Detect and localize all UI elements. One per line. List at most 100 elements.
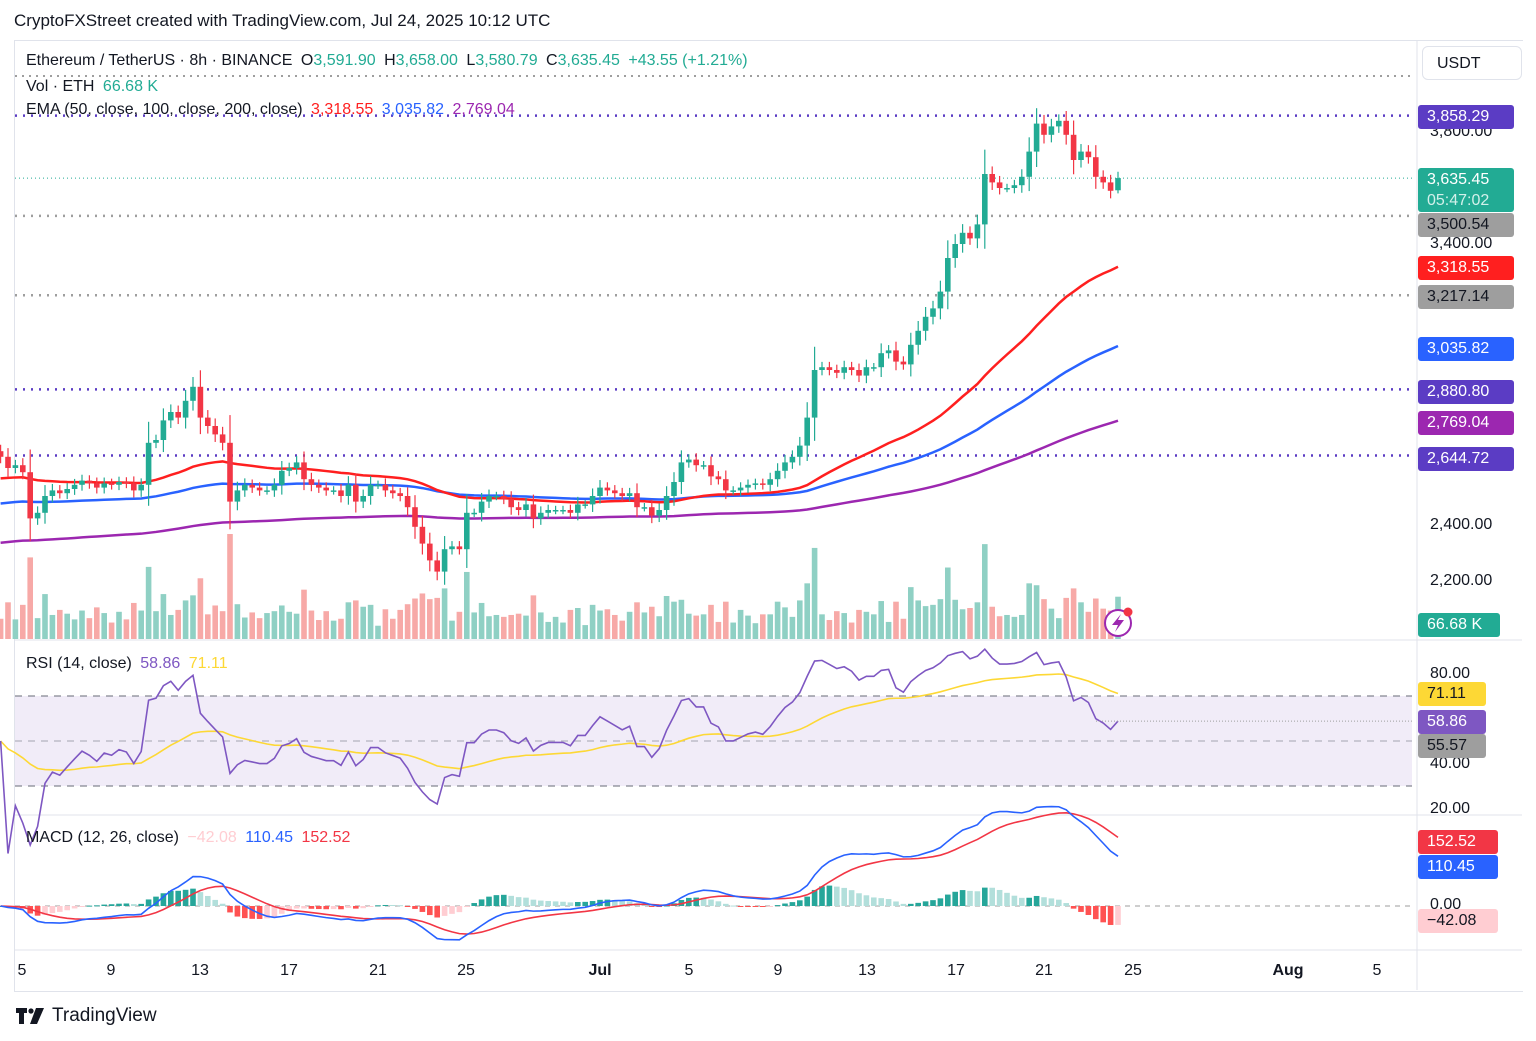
macd-histogram-bar <box>382 904 389 906</box>
volume-bar <box>937 599 944 639</box>
macd-histogram-bar <box>760 906 766 907</box>
tradingview-logo[interactable]: TradingView <box>16 1005 157 1027</box>
volume-bar <box>353 600 359 639</box>
macd-histogram-bar <box>412 906 418 909</box>
candle-body <box>1048 126 1055 135</box>
candle-body <box>767 479 773 485</box>
ema200-line <box>0 419 1119 544</box>
macd-histogram-bar <box>989 887 995 906</box>
volume-bar <box>582 625 588 639</box>
macd-label[interactable]: MACD (12, 26, close) <box>26 829 179 846</box>
macd-histogram-bar <box>478 899 485 906</box>
volume-bar <box>382 609 389 639</box>
macd-histogram-bar <box>101 904 107 906</box>
macd-histogram-bar <box>234 906 241 917</box>
candle-body <box>826 367 833 370</box>
rsi-label[interactable]: RSI (14, close) <box>26 655 132 672</box>
macd-histogram-bar <box>575 901 581 906</box>
macd-histogram-bar <box>508 895 514 906</box>
last-price-badge: 3,635.45 05:47:02 <box>1418 168 1514 212</box>
volume-bar <box>42 594 48 639</box>
ema200-badge: 2,769.04 <box>1418 411 1514 435</box>
legend-symbol[interactable]: Ethereum / TetherUS · 8h · BINANCE <box>26 52 293 69</box>
candle-body <box>501 496 507 499</box>
volume-bar <box>190 595 196 639</box>
candle-body <box>545 510 551 513</box>
macd-histogram-bar <box>715 901 722 906</box>
time-tick: 25 <box>1124 962 1142 979</box>
candle-body <box>952 244 958 258</box>
rsi-ma-value: 71.11 <box>188 655 228 672</box>
macd-histogram-bar <box>1033 895 1040 906</box>
macd-histogram-bar <box>441 906 448 916</box>
macd-histogram-bar <box>242 906 248 919</box>
legend-low: L3,580.79 <box>466 52 538 69</box>
volume-bar <box>227 534 233 639</box>
volume-bar <box>1100 608 1106 639</box>
candle-body <box>27 472 33 519</box>
price-tick: 3,400.00 <box>1430 235 1493 252</box>
candle-body <box>234 490 241 502</box>
macd-histogram-bar <box>397 905 403 907</box>
volume-bar <box>293 613 300 639</box>
candle-body <box>989 174 995 183</box>
volume-bar <box>952 599 958 639</box>
ema100-badge: 3,035.82 <box>1418 337 1514 361</box>
macd-histogram-bar <box>619 900 625 906</box>
macd-histogram-bar <box>700 897 707 906</box>
candle-body <box>634 493 640 508</box>
time-tick: 5 <box>17 962 27 979</box>
volume-bar <box>219 611 226 639</box>
level-badge-2644: 2,644.72 <box>1418 447 1514 471</box>
volume-bar <box>367 604 374 639</box>
candle-body <box>834 370 840 373</box>
macd-histogram-bar <box>752 906 759 907</box>
legend-open: O3,591.90 <box>300 52 376 69</box>
macd-histogram-bar <box>1107 906 1114 925</box>
candle-body <box>34 512 41 519</box>
macd-histogram-bar <box>486 896 492 906</box>
macd-histogram-bar <box>367 906 374 907</box>
macd-histogram-bar <box>982 887 988 906</box>
volume-bar <box>108 622 115 639</box>
legend-high: H3,658.00 <box>384 52 458 69</box>
candle-body <box>1100 176 1106 183</box>
candle-body <box>841 367 847 373</box>
candle-body <box>456 546 463 550</box>
candle-body <box>86 480 93 484</box>
volume-label[interactable]: Vol · ETH <box>26 78 95 95</box>
ema-label[interactable]: EMA (50, close, 100, close, 200, close) <box>26 101 303 118</box>
candle-body <box>760 483 766 485</box>
macd-histogram-bar <box>1048 898 1055 906</box>
candle-body <box>316 484 322 488</box>
candle-body <box>271 484 278 491</box>
candle-body <box>471 512 477 515</box>
candle-body <box>523 504 529 510</box>
candle-body <box>723 479 729 491</box>
macd-histogram-bar <box>286 906 292 912</box>
candle-body <box>508 498 514 508</box>
volume-bar <box>538 612 544 639</box>
ema50-line <box>0 265 1119 504</box>
candle-body <box>12 465 19 468</box>
macd-histogram-bar <box>212 899 218 906</box>
volume-bar <box>249 612 255 639</box>
candle-body <box>848 367 855 370</box>
candle-body <box>1085 151 1092 158</box>
candle-body <box>1041 123 1047 135</box>
volume-bar <box>86 618 93 639</box>
candle-body <box>1107 182 1114 191</box>
volume-bar <box>138 610 144 639</box>
candle-body <box>168 412 174 421</box>
currency-button[interactable]: USDT <box>1422 46 1522 80</box>
candle-body <box>323 487 329 491</box>
macd-histogram-bar <box>190 888 196 906</box>
macd-histogram-bar <box>767 906 773 907</box>
macd-histogram-bar <box>308 906 315 909</box>
candle-body <box>256 487 263 491</box>
macd-histogram-bar <box>841 887 847 906</box>
volume-bar <box>212 605 218 639</box>
volume-bar <box>205 614 211 639</box>
macd-histogram-bar <box>501 894 507 906</box>
